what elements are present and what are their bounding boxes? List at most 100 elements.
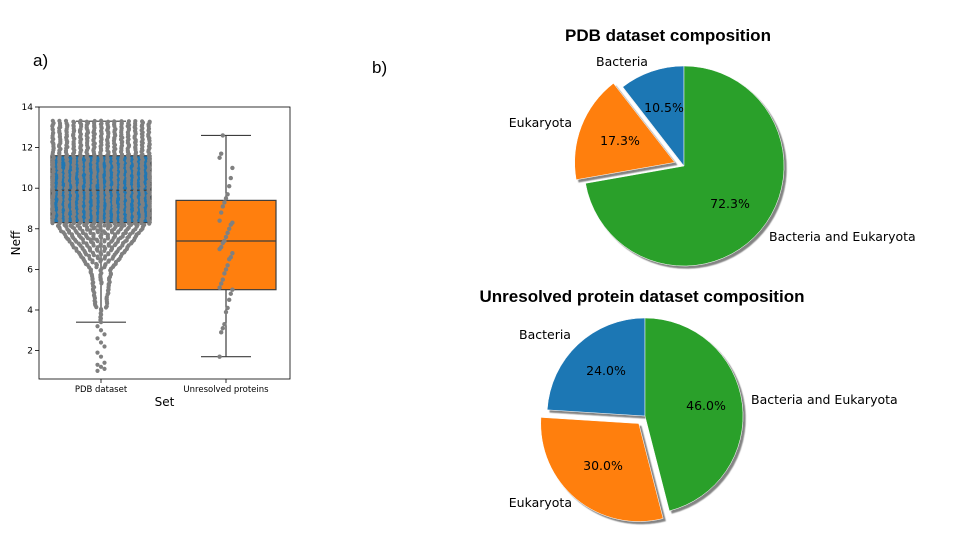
- swarm-point: [227, 183, 232, 189]
- swarm-point: [78, 118, 83, 123]
- swarm-point: [113, 224, 118, 230]
- swarm-point: [225, 230, 230, 236]
- swarm-point: [50, 118, 55, 123]
- pie2-title: Unresolved protein dataset composition: [479, 287, 805, 306]
- pie-slice-bacteria: [546, 317, 646, 417]
- swarm-point: [220, 133, 225, 138]
- pie-slice-bacteria-and-eukaryota: [644, 317, 744, 512]
- swarm-point: [217, 155, 222, 160]
- swarm-point: [225, 305, 230, 311]
- y-tick-label: 8: [27, 225, 33, 235]
- swarm-point: [98, 257, 104, 263]
- swarm-point: [103, 262, 108, 267]
- swarm-point: [220, 204, 225, 209]
- y-tick-label: 2: [27, 347, 33, 357]
- swarm-point: [95, 336, 100, 341]
- swarm-point: [219, 210, 224, 215]
- y-axis-label: Neff: [9, 230, 23, 255]
- pie-label-eukaryota: Eukaryota: [509, 495, 572, 510]
- swarm-point: [71, 119, 76, 124]
- swarm-point: [133, 119, 138, 124]
- swarm-point: [103, 254, 108, 259]
- swarm-point: [225, 192, 230, 197]
- swarm-point: [220, 326, 225, 331]
- pie-label-bacteria-and-eukaryota: Bacteria and Eukaryota: [751, 392, 898, 407]
- swarm-point: [225, 263, 230, 268]
- swarm-point: [140, 119, 145, 124]
- swarm-point: [92, 118, 97, 124]
- swarm-point: [112, 119, 117, 124]
- pie-label-bacteria: Bacteria: [596, 54, 648, 69]
- swarm-point: [222, 321, 227, 327]
- swarm-point: [106, 258, 112, 263]
- swarm-point: [219, 151, 224, 156]
- panel-label-b: b): [372, 58, 388, 77]
- y-tick-label: 14: [22, 103, 34, 113]
- swarm-point: [109, 245, 115, 250]
- swarm-point: [98, 328, 104, 333]
- x-axis-label: Set: [155, 395, 175, 409]
- box-unresolved: [175, 199, 277, 291]
- swarm-point: [227, 226, 232, 231]
- swarm-point: [98, 250, 103, 256]
- swarm-point: [102, 244, 107, 249]
- x-tick-label: Unresolved proteins: [183, 385, 269, 395]
- panel-label-a: a): [33, 51, 49, 70]
- swarm-point: [230, 220, 235, 225]
- swarm-unresolved: [217, 133, 235, 359]
- swarm-point: [222, 238, 227, 244]
- swarm-point: [92, 225, 97, 230]
- pie-pct-bacteria: 24.0%: [586, 363, 626, 378]
- pie-chart-pdb: 10.5% Bacteria 17.3% Eukaryota 72.3% Bacteria…: [509, 54, 916, 267]
- pie-pct-bacteria-and-eukaryota: 72.3%: [710, 196, 750, 211]
- y-tick-label: 6: [27, 265, 33, 275]
- swarm-point: [230, 287, 235, 292]
- swarm-pdb: [50, 118, 152, 373]
- swarm-point: [222, 271, 227, 276]
- swarm-point: [223, 267, 229, 272]
- pie-pct-eukaryota: 17.3%: [600, 133, 640, 148]
- pie-chart-unresolved: 24.0% Bacteria 30.0% Eukaryota 46.0% Bacteria…: [509, 317, 898, 522]
- swarm-point: [228, 291, 233, 296]
- swarm-point: [98, 364, 104, 369]
- swarm-point: [222, 200, 227, 205]
- swarm-point: [230, 250, 235, 256]
- swarm-point: [90, 250, 96, 255]
- boxplot-chart: 2 4 6 8 10 12 14 PDB dataset Unresolved proteins…: [9, 103, 291, 409]
- swarm-point: [101, 229, 106, 234]
- y-tick-label: 12: [22, 144, 33, 154]
- swarm-point: [102, 238, 107, 243]
- swarm-point: [119, 119, 124, 124]
- swarm-point: [72, 158, 77, 163]
- swarm-point: [106, 251, 111, 256]
- swarm-point: [228, 175, 233, 181]
- swarm-point: [219, 330, 224, 335]
- swarm-point: [95, 324, 100, 329]
- swarm-point: [95, 362, 100, 367]
- pie-pct-eukaryota: 30.0%: [583, 458, 623, 473]
- swarm-point: [223, 234, 229, 240]
- swarm-point: [95, 350, 100, 355]
- swarm-point: [102, 360, 107, 365]
- swarm-point: [230, 165, 235, 171]
- swarm-point: [147, 119, 152, 124]
- pie1-title: PDB dataset composition: [565, 26, 771, 45]
- swarm-point: [94, 261, 99, 267]
- swarm-point: [228, 255, 233, 260]
- pie-pct-bacteria-and-eukaryota: 46.0%: [686, 398, 726, 413]
- swarm-point: [57, 118, 62, 123]
- swarm-point: [147, 141, 152, 146]
- swarm-point: [220, 277, 225, 282]
- swarm-point: [68, 223, 73, 228]
- swarm-point: [217, 354, 222, 359]
- swarm-point: [217, 285, 222, 290]
- swarm-point: [95, 368, 100, 373]
- swarm-point: [219, 281, 224, 286]
- swarm-point: [112, 232, 118, 237]
- swarm-point: [99, 232, 104, 237]
- swarm-point: [126, 119, 131, 124]
- pie-slice-eukaryota: [540, 417, 664, 522]
- swarm-point: [98, 242, 103, 247]
- swarm-point: [99, 118, 104, 123]
